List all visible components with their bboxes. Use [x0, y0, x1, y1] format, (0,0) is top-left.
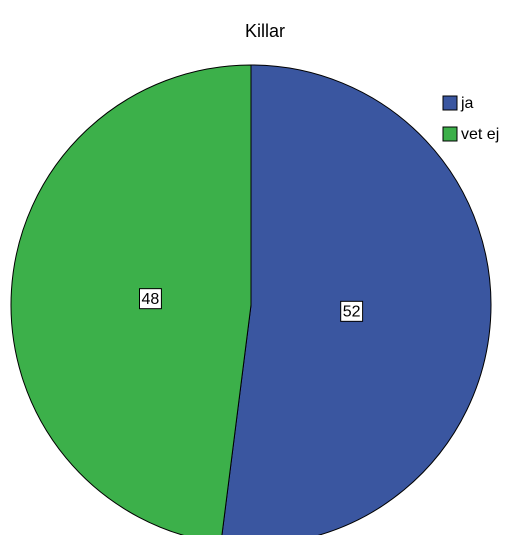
pie-slice [10, 64, 252, 535]
data-label: 52 [343, 304, 361, 321]
legend-label: ja [460, 95, 474, 112]
chart-title: Killar [245, 21, 285, 41]
pie-slice [221, 64, 492, 535]
legend-label: vet ej [461, 126, 499, 143]
data-label-box [340, 300, 364, 322]
data-label-box [139, 288, 162, 310]
legend-swatch [442, 126, 458, 142]
legend-swatch [442, 95, 458, 111]
data-label: 48 [142, 291, 160, 308]
